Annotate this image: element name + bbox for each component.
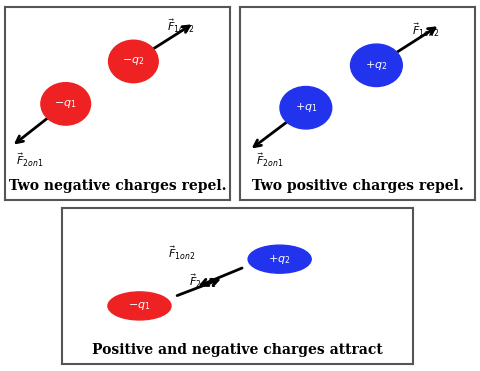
Circle shape <box>248 245 311 273</box>
Circle shape <box>108 292 171 320</box>
Text: $+q_2$: $+q_2$ <box>365 59 388 72</box>
Text: $+q_2$: $+q_2$ <box>268 253 291 266</box>
Text: $+q_1$: $+q_1$ <box>295 101 317 114</box>
Text: $\vec{F}_{2on1}$: $\vec{F}_{2on1}$ <box>256 151 284 168</box>
Text: $\vec{F}_{1on2}$: $\vec{F}_{1on2}$ <box>168 244 195 262</box>
Text: $-q_1$: $-q_1$ <box>54 98 77 110</box>
Text: Two negative charges repel.: Two negative charges repel. <box>9 178 227 193</box>
Circle shape <box>350 44 402 86</box>
Text: $\vec{F}_{2on1}$: $\vec{F}_{2on1}$ <box>16 151 44 168</box>
Text: $-q_2$: $-q_2$ <box>122 55 144 68</box>
Circle shape <box>41 83 91 125</box>
Text: Positive and negative charges attract: Positive and negative charges attract <box>92 343 383 357</box>
Text: Two positive charges repel.: Two positive charges repel. <box>252 178 464 193</box>
Text: $\vec{F}_{2on1}$: $\vec{F}_{2on1}$ <box>189 273 216 290</box>
Circle shape <box>108 40 158 83</box>
Circle shape <box>280 86 332 129</box>
Text: $\vec{F}_{1on2}$: $\vec{F}_{1on2}$ <box>412 22 439 39</box>
Text: $\vec{F}_{1on2}$: $\vec{F}_{1on2}$ <box>167 18 194 36</box>
Text: $-q_1$: $-q_1$ <box>128 300 151 312</box>
